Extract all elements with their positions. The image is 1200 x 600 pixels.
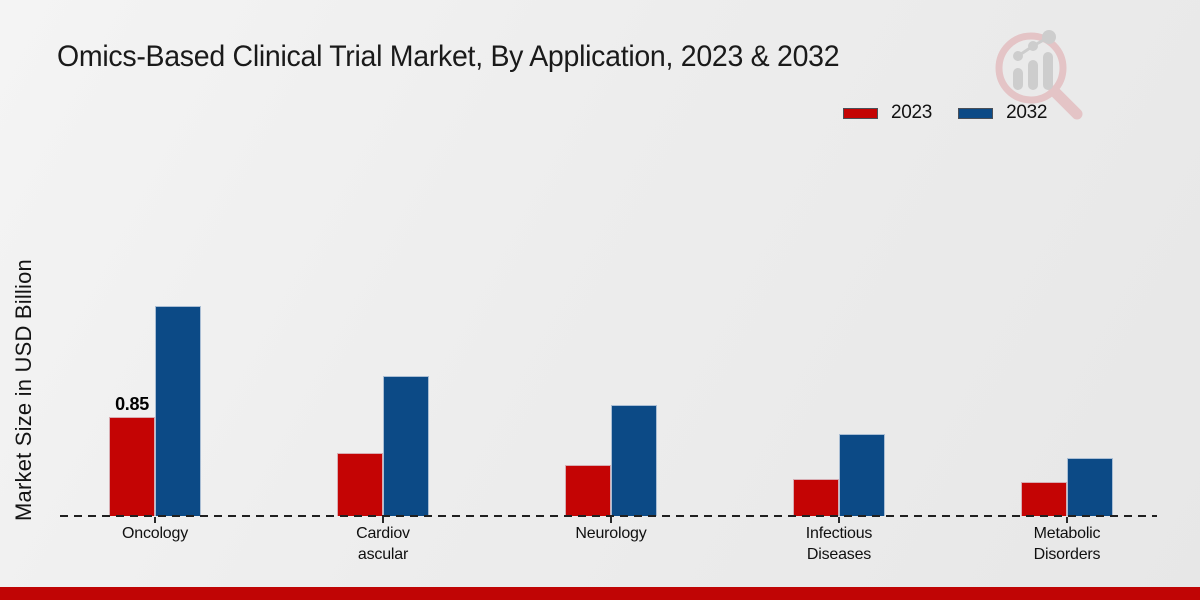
bar-2032-cardiovascular xyxy=(383,376,429,516)
x-axis-tick xyxy=(838,517,840,523)
bar-2023-neurology xyxy=(565,465,611,516)
x-axis-tick xyxy=(154,517,156,523)
x-axis-tick xyxy=(382,517,384,523)
legend-label-2032: 2032 xyxy=(1006,102,1048,123)
legend: 2023 2032 xyxy=(843,102,1047,124)
legend-item-2032: 2032 xyxy=(958,102,1047,124)
bar-2023-infectious-diseases xyxy=(793,479,839,516)
bar-2032-oncology xyxy=(155,306,201,516)
bar-2023-cardiovascular xyxy=(337,453,383,516)
bar-2023-oncology xyxy=(109,417,155,516)
bar-2023-metabolic-disorders xyxy=(1021,482,1067,516)
bottom-red-band xyxy=(0,587,1200,600)
category-label-neurology: Neurology xyxy=(575,525,647,542)
legend-swatch-2032 xyxy=(958,107,994,119)
x-axis-baseline xyxy=(60,515,1157,517)
legend-swatch-2023 xyxy=(843,107,878,119)
bar-2032-infectious-diseases xyxy=(839,434,885,516)
category-label-oncology: Oncology xyxy=(122,525,188,542)
bar-value-label: 0.85 xyxy=(115,394,149,414)
chart-title: Omics-Based Clinical Trial Market, By Ap… xyxy=(57,40,840,73)
x-axis-tick xyxy=(610,517,612,523)
bar-2032-metabolic-disorders xyxy=(1067,458,1113,516)
bar-2032-neurology xyxy=(611,405,657,516)
category-label-infectious-diseases: Infectious Diseases xyxy=(805,525,873,563)
legend-item-2023: 2023 xyxy=(843,102,932,124)
category-label-metabolic-disorders: Metabolic Disorders xyxy=(1033,525,1101,563)
category-label-cardiovascular: Cardiov ascular xyxy=(356,525,410,563)
x-axis-tick xyxy=(1066,517,1068,523)
magnifier-bar-chart-logo-icon xyxy=(995,30,1083,120)
legend-label-2023: 2023 xyxy=(891,102,933,123)
